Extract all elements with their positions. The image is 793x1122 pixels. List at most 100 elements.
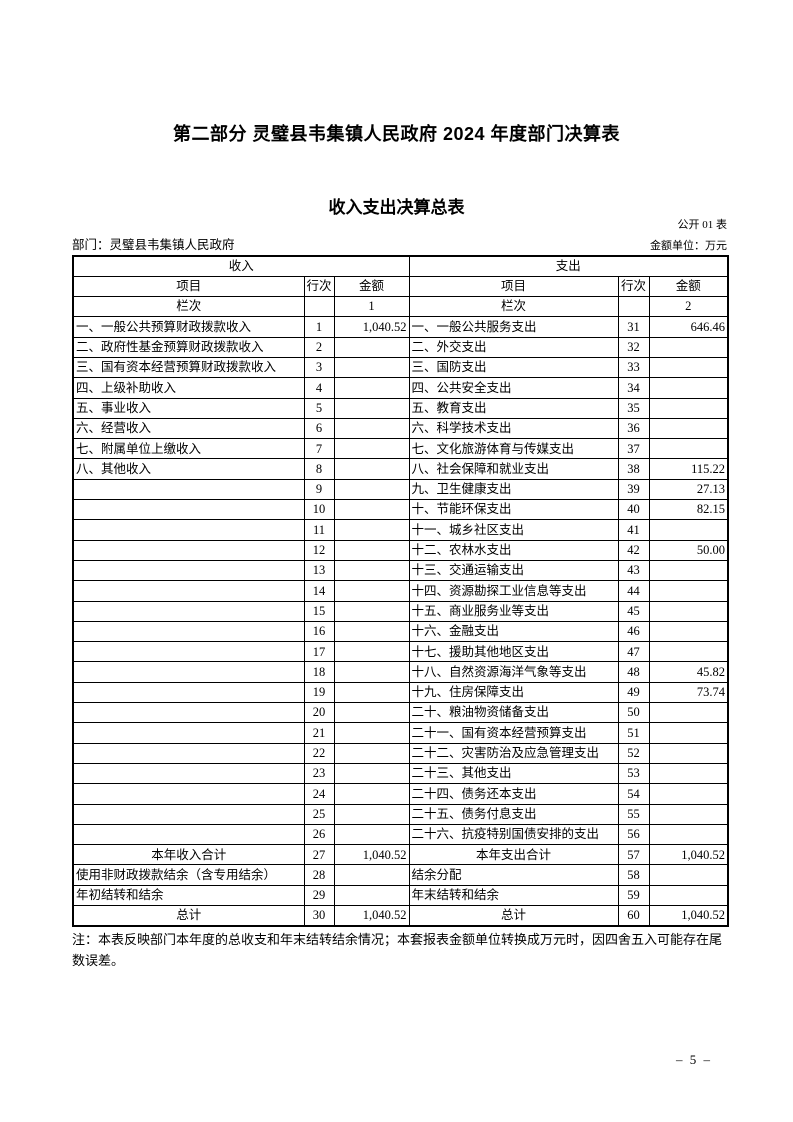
income-line-cell: 5 (303, 397, 335, 419)
income-line-cell: 14 (303, 580, 335, 602)
expense-column-index: 2 (648, 296, 729, 318)
income-item-cell: 三、国有资本经营预算财政拨款收入 (72, 356, 305, 379)
expense-item-cell: 十、节能环保支出 (408, 499, 619, 521)
table-row: 18 十八、自然资源海洋气象等支出 48 45.82 (72, 661, 729, 683)
income-line-cell: 17 (303, 641, 335, 663)
income-amount-cell (333, 580, 410, 602)
income-line-cell: 6 (303, 417, 335, 440)
expense-line-cell: 55 (617, 803, 650, 825)
income-item-cell (72, 580, 305, 602)
expense-amount-cell (648, 742, 729, 764)
table-row: 八、其他收入 8 八、社会保障和就业支出 38 115.22 (72, 458, 729, 480)
income-amount-cell (333, 803, 410, 825)
expense-line-cell: 40 (617, 499, 650, 521)
expense-line-cell: 43 (617, 559, 650, 582)
income-line-cell: 21 (303, 722, 335, 744)
page-number: – 5 – (676, 1052, 712, 1067)
table-row: 25 二十五、债务付息支出 55 (72, 803, 729, 825)
income-amount-cell (333, 478, 410, 501)
income-item-cell: 二、政府性基金预算财政拨款收入 (72, 336, 305, 358)
income-line-cell: 29 (303, 884, 335, 907)
expense-item-cell: 二十五、债务付息支出 (408, 803, 619, 825)
income-line-cell: 11 (303, 519, 335, 541)
income-item-cell: 七、附属单位上缴收入 (72, 438, 305, 460)
income-line-cell: 16 (303, 620, 335, 643)
income-line-cell: 10 (303, 499, 335, 521)
income-item-cell (72, 661, 305, 683)
table-row: 四、上级补助收入 4 四、公共安全支出 34 (72, 377, 729, 399)
expense-line-cell: 32 (617, 336, 650, 358)
expense-line-cell: 41 (617, 519, 650, 541)
income-amount-cell (333, 620, 410, 643)
expense-item-cell: 十二、农林水支出 (408, 539, 619, 561)
expense-line-cell: 57 (617, 844, 650, 866)
income-line-cell: 18 (303, 661, 335, 683)
expense-item-cell: 三、国防支出 (408, 356, 619, 379)
income-amount-cell (333, 864, 410, 886)
expense-item-cell: 本年支出合计 (408, 844, 619, 866)
income-item-header: 项目 (72, 275, 305, 298)
income-line-cell: 3 (303, 356, 335, 379)
income-line-cell: 22 (303, 742, 335, 764)
table-row: 23 二十三、其他支出 53 (72, 762, 729, 785)
table-row: 五、事业收入 5 五、教育支出 35 (72, 397, 729, 419)
expense-amount-cell (648, 438, 729, 460)
expense-line-cell: 47 (617, 641, 650, 663)
section-header-row: 收入 支出 (72, 255, 729, 277)
table-row: 一、一般公共预算财政拨款收入 1 1,040.52 一、一般公共服务支出 31 646.4… (72, 316, 729, 338)
income-line-cell: 28 (303, 864, 335, 886)
expense-line-cell: 59 (617, 884, 650, 907)
income-item-cell (72, 722, 305, 744)
income-item-cell: 五、事业收入 (72, 397, 305, 419)
income-line-cell: 24 (303, 783, 335, 805)
expense-amount-cell (648, 417, 729, 440)
expense-amount-header: 金额 (648, 275, 729, 298)
income-amount-cell (333, 641, 410, 663)
expense-section-header: 支出 (408, 255, 729, 277)
income-amount-cell: 1,040.52 (333, 844, 410, 866)
income-line-cell: 25 (303, 803, 335, 825)
income-amount-cell (333, 702, 410, 724)
income-item-cell (72, 783, 305, 805)
expense-item-cell: 十六、金融支出 (408, 620, 619, 643)
expense-item-cell: 十四、资源勘探工业信息等支出 (408, 580, 619, 602)
expense-amount-cell (648, 519, 729, 541)
income-line-cell: 30 (303, 904, 335, 927)
table-row: 20 二十、粮油物资储备支出 50 (72, 702, 729, 724)
expense-line-cell: 38 (617, 458, 650, 480)
expense-item-cell: 总计 (408, 904, 619, 927)
expense-item-cell: 二十、粮油物资储备支出 (408, 702, 619, 724)
expense-item-cell: 二十二、灾害防治及应急管理支出 (408, 742, 619, 764)
expense-line-cell: 45 (617, 600, 650, 622)
income-amount-cell (333, 519, 410, 541)
income-amount-cell (333, 336, 410, 358)
table-row: 24 二十四、债务还本支出 54 (72, 783, 729, 805)
income-amount-cell (333, 499, 410, 521)
income-item-cell: 使用非财政拨款结余（含专用结余） (72, 864, 305, 886)
expense-item-cell: 十九、住房保障支出 (408, 681, 619, 704)
expense-amount-cell: 50.00 (648, 539, 729, 561)
expense-amount-cell (648, 641, 729, 663)
expense-line-cell: 39 (617, 478, 650, 501)
expense-lanci-line-cell (617, 296, 650, 318)
income-amount-cell: 1,040.52 (333, 316, 410, 338)
income-amount-cell: 1,040.52 (333, 904, 410, 927)
income-lanci-line-cell (303, 296, 335, 318)
income-amount-cell (333, 681, 410, 704)
income-line-cell: 2 (303, 336, 335, 358)
table-row: 使用非财政拨款结余（含专用结余） 28 结余分配 58 (72, 864, 729, 886)
table-row: 总计 30 1,040.52 总计 60 1,040.52 (72, 904, 729, 927)
expense-line-cell: 50 (617, 702, 650, 724)
income-line-cell: 23 (303, 762, 335, 785)
income-item-cell (72, 823, 305, 846)
income-item-cell (72, 641, 305, 663)
table-row: 七、附属单位上缴收入 7 七、文化旅游体育与传媒支出 37 (72, 438, 729, 460)
expense-line-cell: 54 (617, 783, 650, 805)
expense-item-cell: 九、卫生健康支出 (408, 478, 619, 501)
income-amount-cell (333, 762, 410, 785)
expense-line-cell: 35 (617, 397, 650, 419)
expense-item-cell: 八、社会保障和就业支出 (408, 458, 619, 480)
table-row: 三、国有资本经营预算财政拨款收入 3 三、国防支出 33 (72, 356, 729, 379)
income-amount-cell (333, 539, 410, 561)
